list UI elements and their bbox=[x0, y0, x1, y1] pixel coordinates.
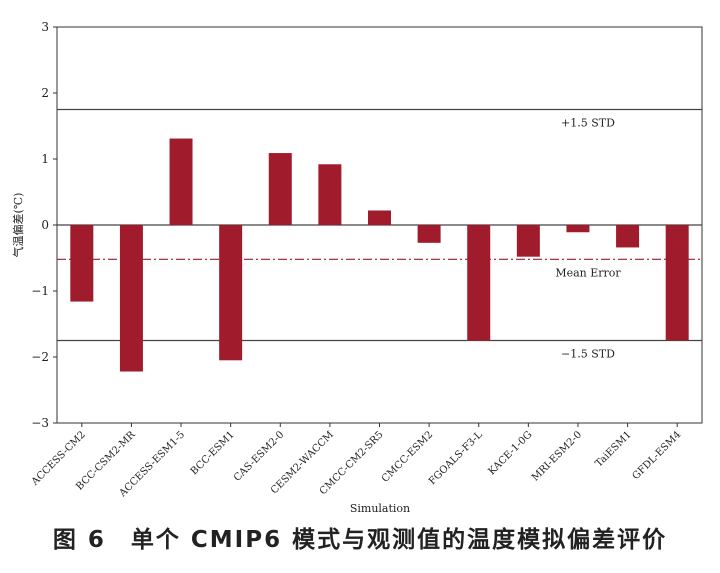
y-tick-label: 1 bbox=[41, 152, 49, 166]
bar bbox=[268, 153, 292, 225]
x-tick-label: CMCC-ESM2 bbox=[380, 429, 435, 484]
bar bbox=[566, 225, 590, 233]
y-tick-label: −2 bbox=[31, 350, 49, 364]
x-tick-label: KACE-1-0G bbox=[486, 429, 534, 477]
y-axis-ticks: −3 −2 −1 0 1 2 3 bbox=[31, 20, 57, 430]
upper-std-label: +1.5 STD bbox=[561, 117, 615, 130]
bar bbox=[665, 225, 689, 341]
mean-error-label: Mean Error bbox=[555, 266, 621, 279]
bar bbox=[516, 225, 540, 257]
bar bbox=[119, 225, 143, 372]
bar bbox=[467, 225, 491, 341]
y-tick-label: 2 bbox=[41, 86, 49, 100]
x-tick-label: GFDL-ESM4 bbox=[630, 429, 683, 482]
y-tick-label: 0 bbox=[41, 218, 49, 232]
x-axis-label: Simulation bbox=[350, 502, 410, 515]
x-tick-label: CAS-ESM2-0 bbox=[232, 429, 286, 483]
bar-chart: −3 −2 −1 0 1 2 3 ACCESS-CM2BCC-CSM2-MRACCESS-E… bbox=[11, 20, 703, 515]
reference-line-labels: +1.5 STD Mean Error −1.5 STD bbox=[555, 117, 621, 361]
bar bbox=[219, 225, 243, 361]
bar bbox=[318, 164, 342, 225]
figure-caption: 图 6 单个 CMIP6 模式与观测值的温度模拟偏差评价 bbox=[52, 527, 668, 553]
x-tick-label: FGOALS-F3-L bbox=[427, 429, 485, 487]
bar bbox=[169, 138, 193, 225]
y-tick-label: −3 bbox=[31, 416, 49, 430]
x-tick-label: MRI-ESM2-0 bbox=[530, 429, 584, 483]
y-tick-label: 3 bbox=[41, 20, 49, 34]
y-axis-label: 气温偏差(℃) bbox=[11, 193, 25, 258]
bar bbox=[70, 225, 94, 302]
x-tick-label: TaiESM1 bbox=[594, 429, 634, 469]
x-tick-label: BCC-ESM1 bbox=[189, 429, 237, 477]
bar bbox=[616, 225, 640, 248]
y-tick-label: −1 bbox=[31, 284, 49, 298]
bar bbox=[417, 225, 441, 243]
lower-std-label: −1.5 STD bbox=[561, 348, 615, 361]
bars bbox=[70, 138, 689, 372]
bar bbox=[368, 210, 391, 225]
